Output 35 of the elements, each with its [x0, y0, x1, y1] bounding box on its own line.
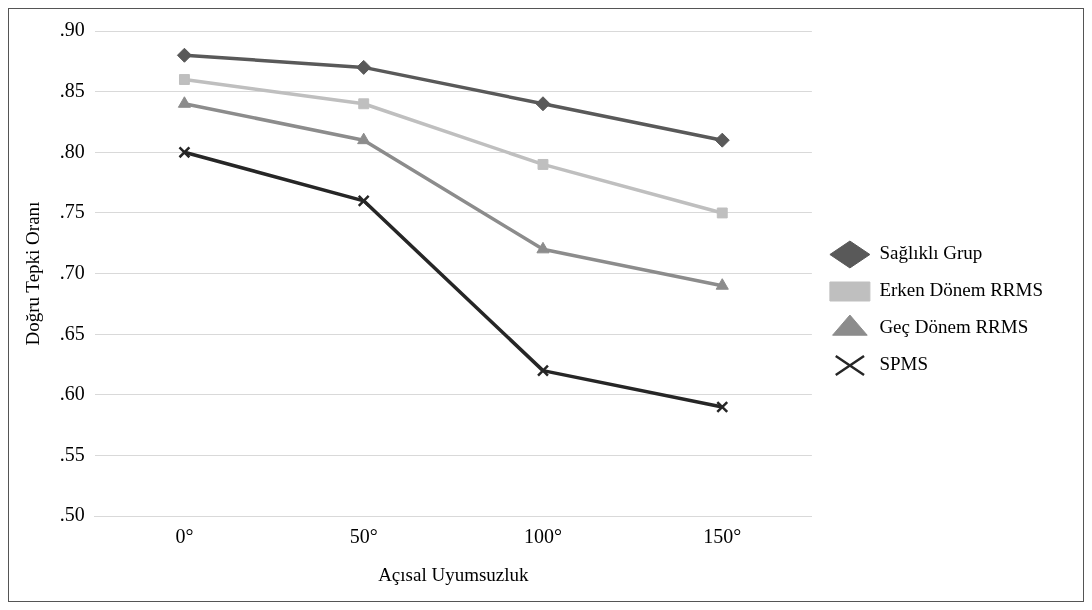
point	[536, 241, 550, 254]
point	[178, 146, 191, 159]
y-tick-label: .80	[59, 139, 85, 162]
legend-label: SPMS	[879, 353, 928, 375]
x-tick-label: 0°	[175, 525, 194, 548]
x-axis-title: Açısal Uyumsuzluk	[378, 563, 530, 585]
point	[357, 194, 370, 208]
point	[357, 132, 371, 145]
x-tick-label: 150°	[703, 525, 742, 548]
point	[716, 400, 729, 414]
y-tick-label: .55	[59, 442, 85, 465]
point	[535, 96, 551, 112]
legend-label: Erken Dönem RRMS	[879, 279, 1043, 301]
x-tick-label: 100°	[523, 525, 562, 548]
y-tick-label: .65	[59, 321, 85, 344]
legend-label: Sağlıklı Grup	[879, 242, 983, 264]
y-tick-label: .60	[59, 382, 85, 405]
point	[358, 98, 370, 110]
y-tick-label: .75	[59, 200, 85, 223]
point	[176, 47, 192, 63]
y-axis-title: Doğru Tepki Oranı	[22, 201, 44, 346]
point	[716, 207, 728, 219]
y-tick-label: .85	[59, 78, 85, 101]
point	[714, 132, 730, 148]
y-tick-label: .90	[59, 18, 85, 41]
y-tick-label: .50	[59, 503, 85, 526]
point	[177, 96, 191, 108]
point	[178, 74, 190, 85]
point	[715, 278, 729, 290]
y-tick-label: .70	[59, 260, 85, 283]
point	[356, 59, 372, 75]
point	[536, 364, 550, 377]
point	[537, 158, 549, 170]
legend-label: Geç Dönem RRMS	[879, 316, 1029, 338]
x-tick-label: 50°	[349, 525, 378, 548]
